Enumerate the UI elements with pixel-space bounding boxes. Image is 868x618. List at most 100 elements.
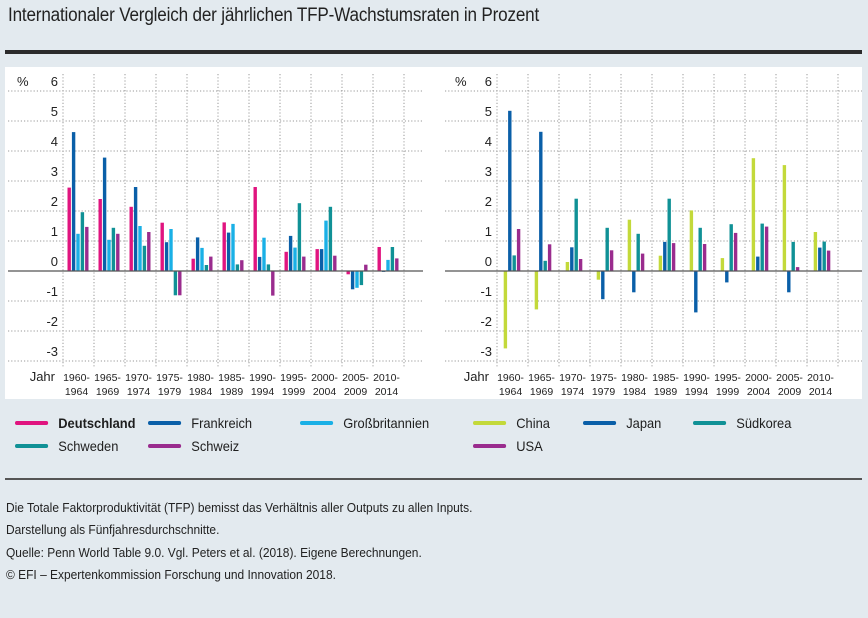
x-tick-label-end: 1994 <box>251 386 275 398</box>
x-tick-label-end: 1994 <box>685 386 709 398</box>
y-tick-label: 0 <box>485 254 492 269</box>
x-tick-label-end: 1989 <box>654 386 678 398</box>
bar-schweden <box>359 271 364 286</box>
x-tick-label-end: 1969 <box>96 386 120 398</box>
x-tick-label-start: 2000- <box>745 372 772 384</box>
bar-japan <box>725 271 729 283</box>
bar-südkorea <box>698 227 702 271</box>
top-rule <box>5 50 862 54</box>
bar-china <box>813 232 818 271</box>
x-tick-label-start: 1985- <box>218 372 245 384</box>
x-tick-label-end: 1964 <box>499 386 523 398</box>
y-tick-label: 4 <box>51 134 58 149</box>
x-tick-label-start: 1990- <box>249 372 276 384</box>
bar-großbritannien <box>293 247 297 271</box>
legend-label: Frankreich <box>191 415 253 431</box>
y-tick-label: -1 <box>480 284 492 299</box>
bar-großbritannien <box>138 226 142 271</box>
y-tick-label: -2 <box>480 314 492 329</box>
x-tick-label-start: 2010- <box>807 372 834 384</box>
bar-deutschland <box>160 222 164 271</box>
bar-japan <box>601 271 605 300</box>
bar-china <box>534 271 539 310</box>
bar-schweiz <box>395 258 399 271</box>
x-tick-label-end: 1979 <box>158 386 182 398</box>
legend-label: Schweiz <box>191 438 240 454</box>
bar-china <box>658 255 663 271</box>
bar-china <box>689 210 694 271</box>
legend-label: Deutschland <box>58 415 136 431</box>
bar-china <box>503 271 508 349</box>
x-tick-label-start: 1970- <box>559 372 586 384</box>
bar-schweiz <box>240 260 244 271</box>
legend-swatch <box>15 444 49 448</box>
y-tick-label: 3 <box>51 164 58 179</box>
bar-usa <box>671 243 676 271</box>
bottom-rule <box>5 478 862 480</box>
y-tick-label: -2 <box>46 314 58 329</box>
bar-deutschland <box>346 271 350 275</box>
bar-china <box>596 271 601 280</box>
y-tick-label: 4 <box>485 134 492 149</box>
bar-großbritannien <box>231 223 235 271</box>
legend-swatch <box>15 421 49 425</box>
x-axis-label: Jahr <box>30 369 56 384</box>
bar-japan <box>663 241 667 271</box>
legend-label: Großbritannien <box>343 415 430 431</box>
bar-südkorea <box>822 241 826 271</box>
y-tick-label: -1 <box>46 284 58 299</box>
x-tick-label-end: 2014 <box>375 386 399 398</box>
bar-südkorea <box>667 198 671 271</box>
y-tick-label: 1 <box>485 224 492 239</box>
x-tick-label-start: 1980- <box>621 372 648 384</box>
y-tick-label: 2 <box>485 194 492 209</box>
legend-swatch <box>473 444 507 448</box>
bar-schweden <box>142 245 147 271</box>
y-tick-label: 5 <box>51 104 58 119</box>
legend-item-deutschland: Deutschland <box>15 415 136 431</box>
x-tick-label-end: 1999 <box>716 386 740 398</box>
bar-deutschland <box>377 247 381 271</box>
x-tick-label-start: 2005- <box>776 372 803 384</box>
x-tick-label-start: 1995- <box>714 372 741 384</box>
bar-südkorea <box>543 260 547 271</box>
bar-deutschland <box>284 251 288 271</box>
bar-großbritannien <box>386 259 390 271</box>
bar-frankreich <box>350 271 355 290</box>
y-axis-unit-label: % <box>17 74 29 89</box>
bar-schweiz <box>147 232 151 271</box>
legend-item-schweiz: Schweiz <box>148 438 239 454</box>
x-tick-label-start: 1985- <box>652 372 679 384</box>
bar-großbritannien <box>355 271 359 288</box>
x-tick-label-end: 1984 <box>189 386 213 398</box>
x-tick-label-start: 1965- <box>528 372 555 384</box>
bar-großbritannien <box>169 229 173 271</box>
bar-deutschland <box>191 258 195 271</box>
x-tick-label-start: 1970- <box>125 372 152 384</box>
x-tick-label-end: 1999 <box>282 386 306 398</box>
legend-label: China <box>516 415 550 431</box>
x-tick-label-start: 1980- <box>187 372 214 384</box>
note-source: Quelle: Penn World Table 9.0. Vgl. Peter… <box>6 544 422 560</box>
x-tick-label-start: 1975- <box>590 372 617 384</box>
figure-title: Internationaler Vergleich der jährlichen… <box>8 5 540 26</box>
y-tick-label: -3 <box>480 344 492 359</box>
x-axis-label: Jahr <box>464 369 490 384</box>
x-tick-label-start: 1965- <box>94 372 121 384</box>
x-tick-label-start: 2000- <box>311 372 338 384</box>
bar-südkorea <box>791 241 795 271</box>
bar-frankreich <box>257 256 262 271</box>
bar-deutschland <box>67 187 71 271</box>
x-tick-label-end: 1974 <box>127 386 151 398</box>
bar-deutschland <box>129 206 133 271</box>
bar-großbritannien <box>262 237 266 271</box>
bar-südkorea <box>512 255 516 271</box>
x-tick-label-end: 2009 <box>344 386 368 398</box>
bar-frankreich <box>288 235 293 271</box>
bar-japan <box>632 271 636 293</box>
bar-deutschland <box>315 249 319 271</box>
bar-schweiz <box>271 271 275 296</box>
bar-usa <box>609 250 614 271</box>
bar-japan <box>539 131 543 271</box>
x-tick-label-end: 1979 <box>592 386 616 398</box>
